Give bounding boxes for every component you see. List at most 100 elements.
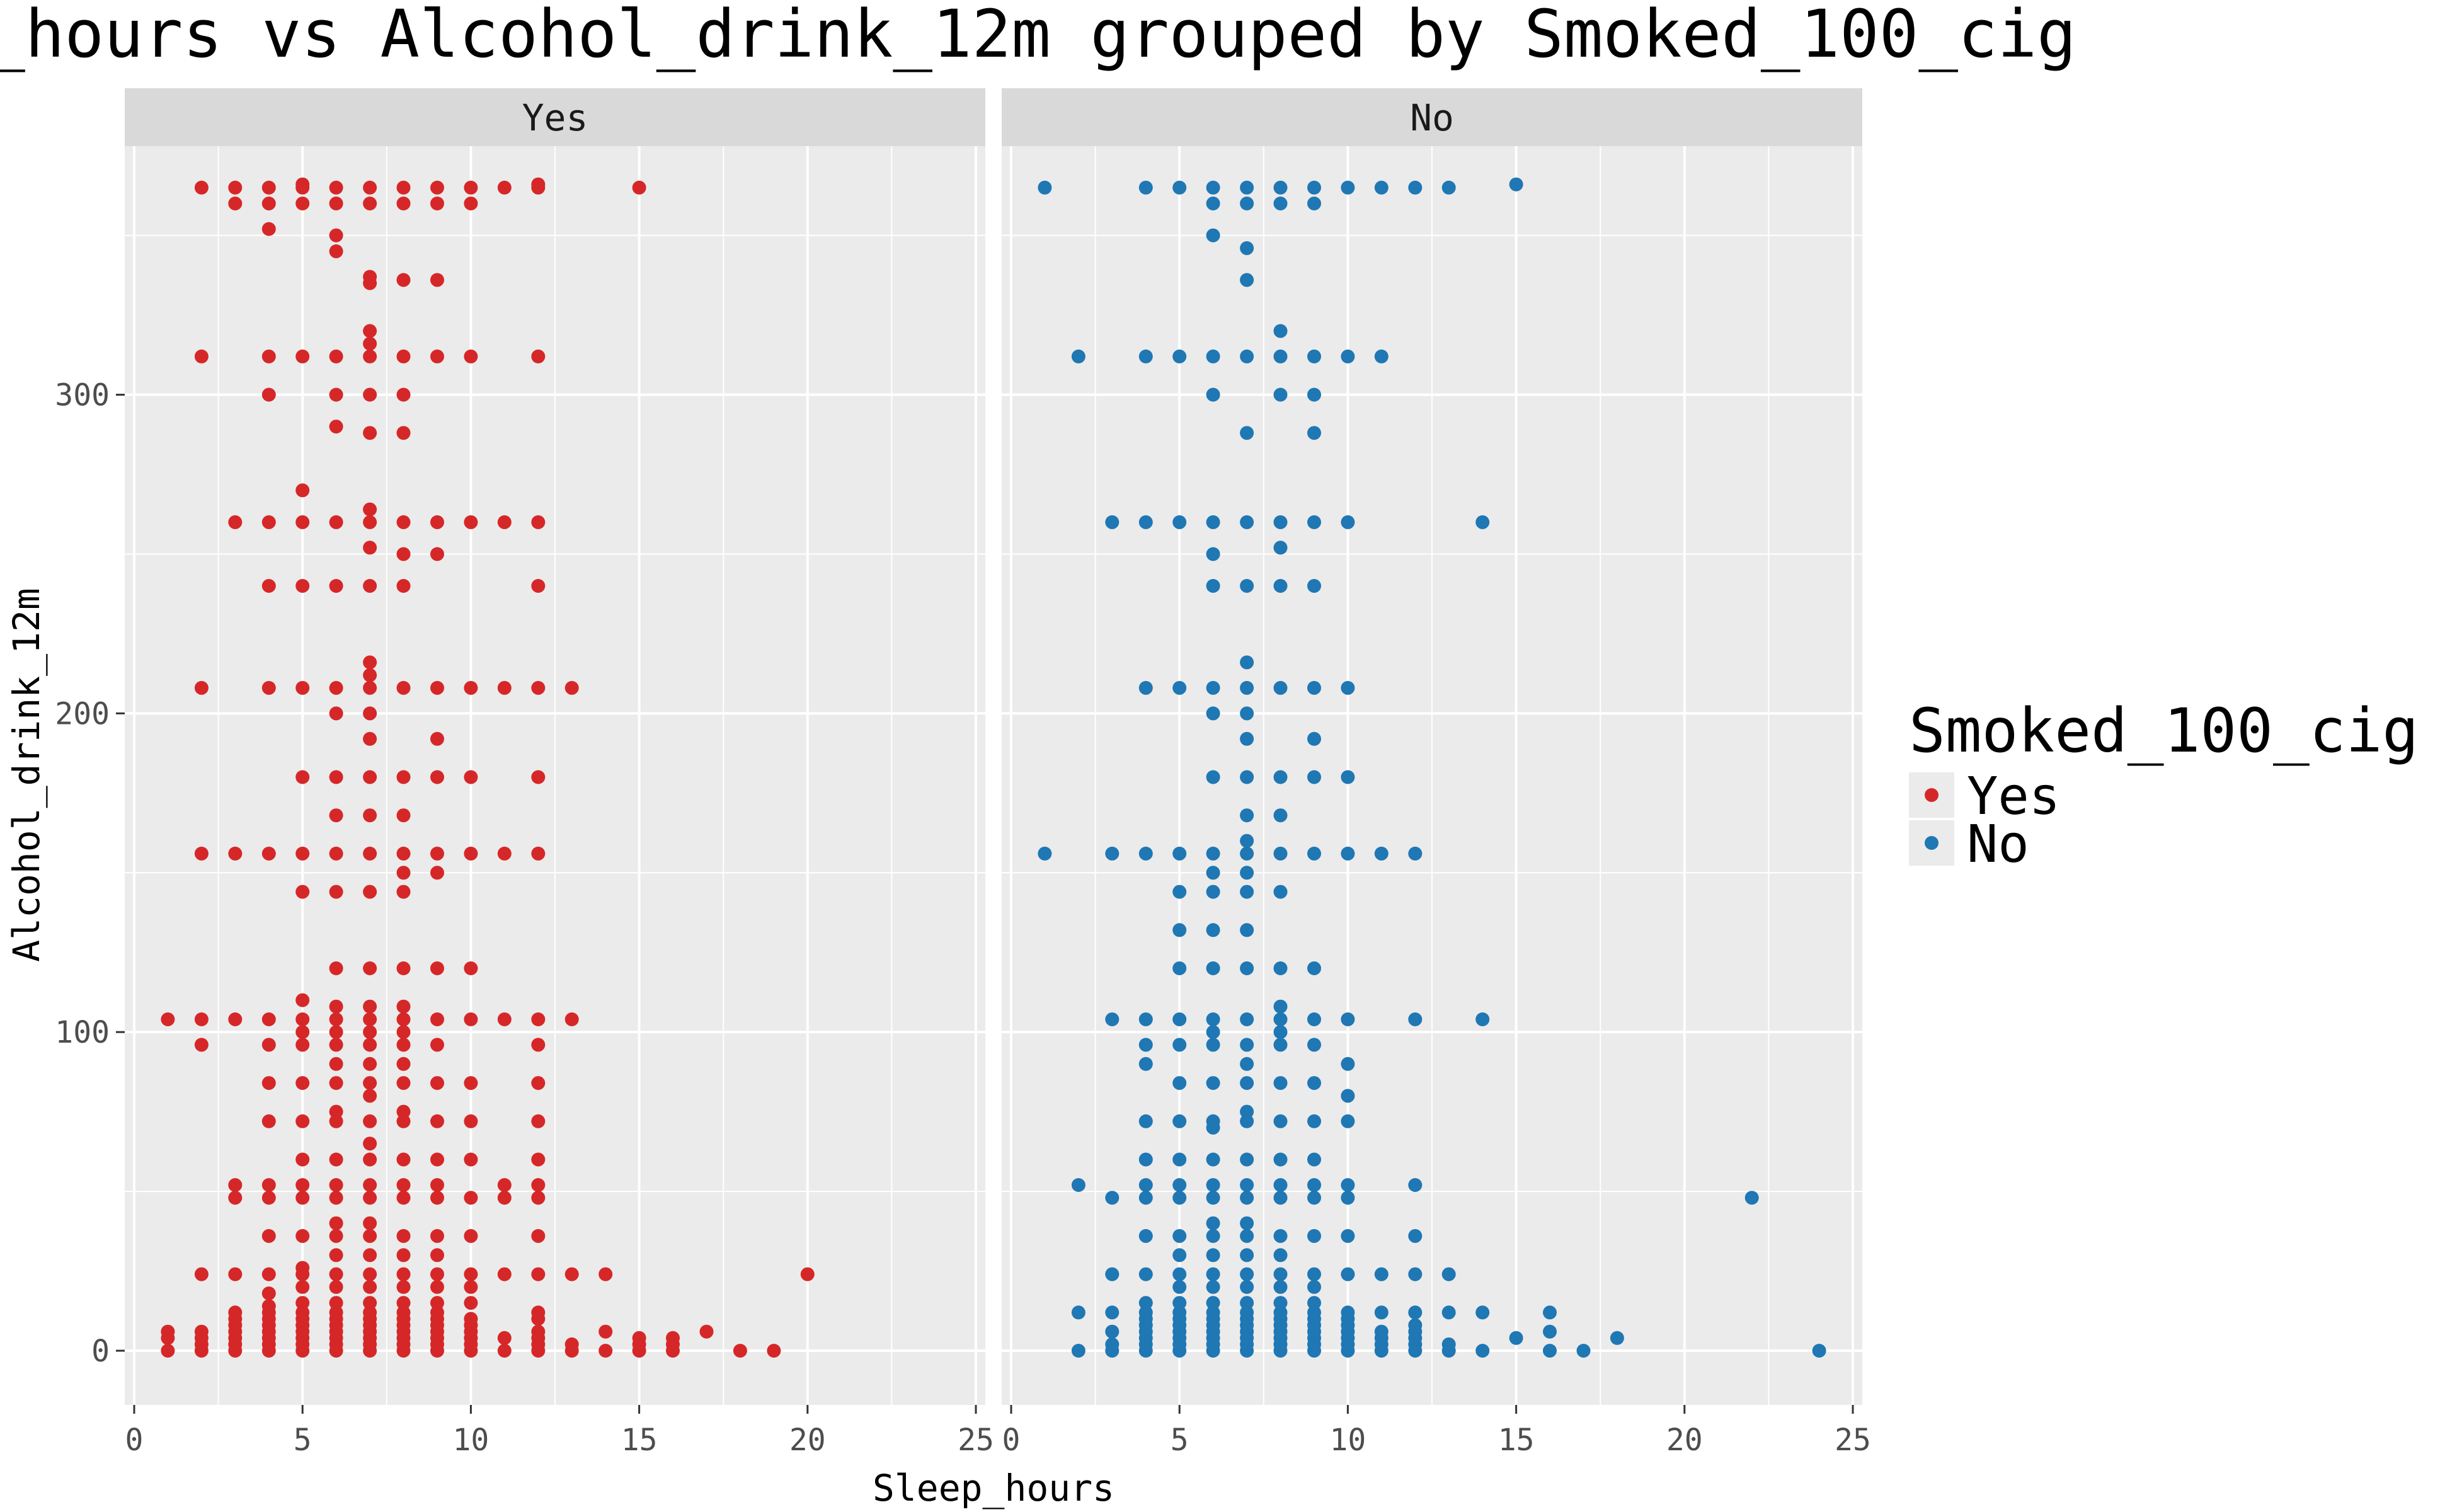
data-point-no bbox=[1273, 515, 1288, 529]
data-point-no bbox=[1138, 1267, 1153, 1281]
data-point-no bbox=[1105, 1191, 1120, 1205]
data-point-no bbox=[1138, 1152, 1153, 1167]
data-point-no bbox=[1206, 1025, 1220, 1040]
data-point-no bbox=[1307, 1114, 1321, 1128]
panel-no: No bbox=[1002, 88, 1862, 1405]
data-point-no bbox=[1240, 579, 1254, 593]
data-point-no bbox=[1105, 1337, 1120, 1351]
data-point-no bbox=[1240, 349, 1254, 364]
data-point-yes bbox=[295, 1280, 310, 1294]
data-point-yes bbox=[363, 885, 377, 899]
data-point-no bbox=[1273, 999, 1288, 1014]
data-point-yes bbox=[497, 1267, 512, 1281]
data-point-no bbox=[1240, 426, 1254, 440]
data-point-yes bbox=[363, 808, 377, 823]
data-point-yes bbox=[261, 222, 276, 236]
data-point-no bbox=[1206, 515, 1220, 529]
data-point-no bbox=[1240, 515, 1254, 529]
data-point-yes bbox=[295, 1012, 310, 1026]
data-point-no bbox=[1206, 866, 1220, 880]
data-point-no bbox=[1172, 349, 1187, 364]
data-point-yes bbox=[228, 515, 243, 529]
data-point-yes bbox=[396, 1267, 411, 1281]
data-point-no bbox=[1138, 680, 1153, 695]
data-point-yes bbox=[531, 1114, 546, 1128]
data-point-yes bbox=[363, 336, 377, 351]
data-point-yes bbox=[430, 1178, 444, 1192]
data-point-no bbox=[1240, 1114, 1254, 1128]
data-point-yes bbox=[464, 1267, 478, 1281]
data-point-yes bbox=[564, 1012, 579, 1026]
data-point-no bbox=[1240, 1038, 1254, 1052]
data-point-yes bbox=[194, 1038, 209, 1052]
data-point-no bbox=[1408, 180, 1423, 195]
data-point-no bbox=[1576, 1344, 1591, 1358]
data-point-no bbox=[1240, 833, 1254, 848]
data-point-no bbox=[1273, 1280, 1288, 1294]
x-tick-label: 15 bbox=[621, 1423, 658, 1458]
data-point-yes bbox=[430, 731, 444, 746]
data-point-yes bbox=[531, 1267, 546, 1281]
data-point-no bbox=[1105, 1305, 1120, 1320]
data-point-no bbox=[1509, 1331, 1523, 1345]
data-point-yes bbox=[329, 680, 343, 695]
data-point-yes bbox=[497, 515, 512, 529]
data-point-yes bbox=[329, 1305, 343, 1320]
data-point-yes bbox=[396, 1178, 411, 1192]
legend-label-no: No bbox=[1967, 815, 2029, 874]
data-point-no bbox=[1307, 579, 1321, 593]
data-point-yes bbox=[329, 515, 343, 529]
data-point-no bbox=[1273, 1012, 1288, 1026]
data-point-no bbox=[1240, 1152, 1254, 1167]
data-point-yes bbox=[396, 547, 411, 561]
data-point-yes bbox=[329, 1076, 343, 1091]
data-point-no bbox=[1475, 515, 1490, 529]
data-point-no bbox=[1038, 846, 1052, 861]
data-point-yes bbox=[329, 1114, 343, 1128]
data-point-yes bbox=[295, 1114, 310, 1128]
data-point-no bbox=[1273, 1248, 1288, 1263]
data-point-yes bbox=[598, 1344, 613, 1358]
data-point-no bbox=[1206, 885, 1220, 899]
data-point-no bbox=[1240, 808, 1254, 823]
data-point-yes bbox=[396, 426, 411, 440]
data-point-yes bbox=[632, 180, 646, 195]
data-point-yes bbox=[329, 349, 343, 364]
data-point-yes bbox=[329, 1191, 343, 1205]
data-point-yes bbox=[564, 680, 579, 695]
panel-yes-strip bbox=[125, 88, 985, 146]
data-point-yes bbox=[363, 1114, 377, 1128]
data-point-yes bbox=[396, 808, 411, 823]
data-point-no bbox=[1408, 1305, 1423, 1320]
data-point-yes bbox=[497, 180, 512, 195]
data-point-no bbox=[1206, 1038, 1220, 1052]
data-point-yes bbox=[363, 1296, 377, 1310]
data-point-yes bbox=[464, 961, 478, 975]
data-point-no bbox=[1206, 923, 1220, 937]
data-point-no bbox=[1138, 1191, 1153, 1205]
data-point-yes bbox=[396, 961, 411, 975]
data-point-no bbox=[1273, 1076, 1288, 1091]
data-point-yes bbox=[497, 1012, 512, 1026]
data-point-no bbox=[1172, 846, 1187, 861]
data-point-no bbox=[1273, 197, 1288, 210]
data-point-yes bbox=[261, 1267, 276, 1281]
data-point-yes bbox=[531, 515, 546, 529]
data-point-yes bbox=[464, 1312, 478, 1326]
data-point-yes bbox=[329, 387, 343, 402]
data-point-no bbox=[1475, 1012, 1490, 1026]
data-point-no bbox=[1374, 1267, 1389, 1281]
data-point-yes bbox=[464, 180, 478, 195]
data-point-yes bbox=[295, 680, 310, 695]
data-point-yes bbox=[430, 1280, 444, 1294]
data-point-yes bbox=[363, 1305, 377, 1320]
data-point-yes bbox=[430, 180, 444, 195]
data-point-no bbox=[1206, 770, 1220, 784]
data-point-yes bbox=[295, 846, 310, 861]
data-point-yes bbox=[228, 1012, 243, 1026]
data-point-yes bbox=[800, 1267, 815, 1281]
data-point-yes bbox=[363, 1076, 377, 1091]
data-point-no bbox=[1374, 1324, 1389, 1339]
data-point-no bbox=[1105, 1012, 1120, 1026]
x-tick-label: 15 bbox=[1498, 1423, 1535, 1458]
